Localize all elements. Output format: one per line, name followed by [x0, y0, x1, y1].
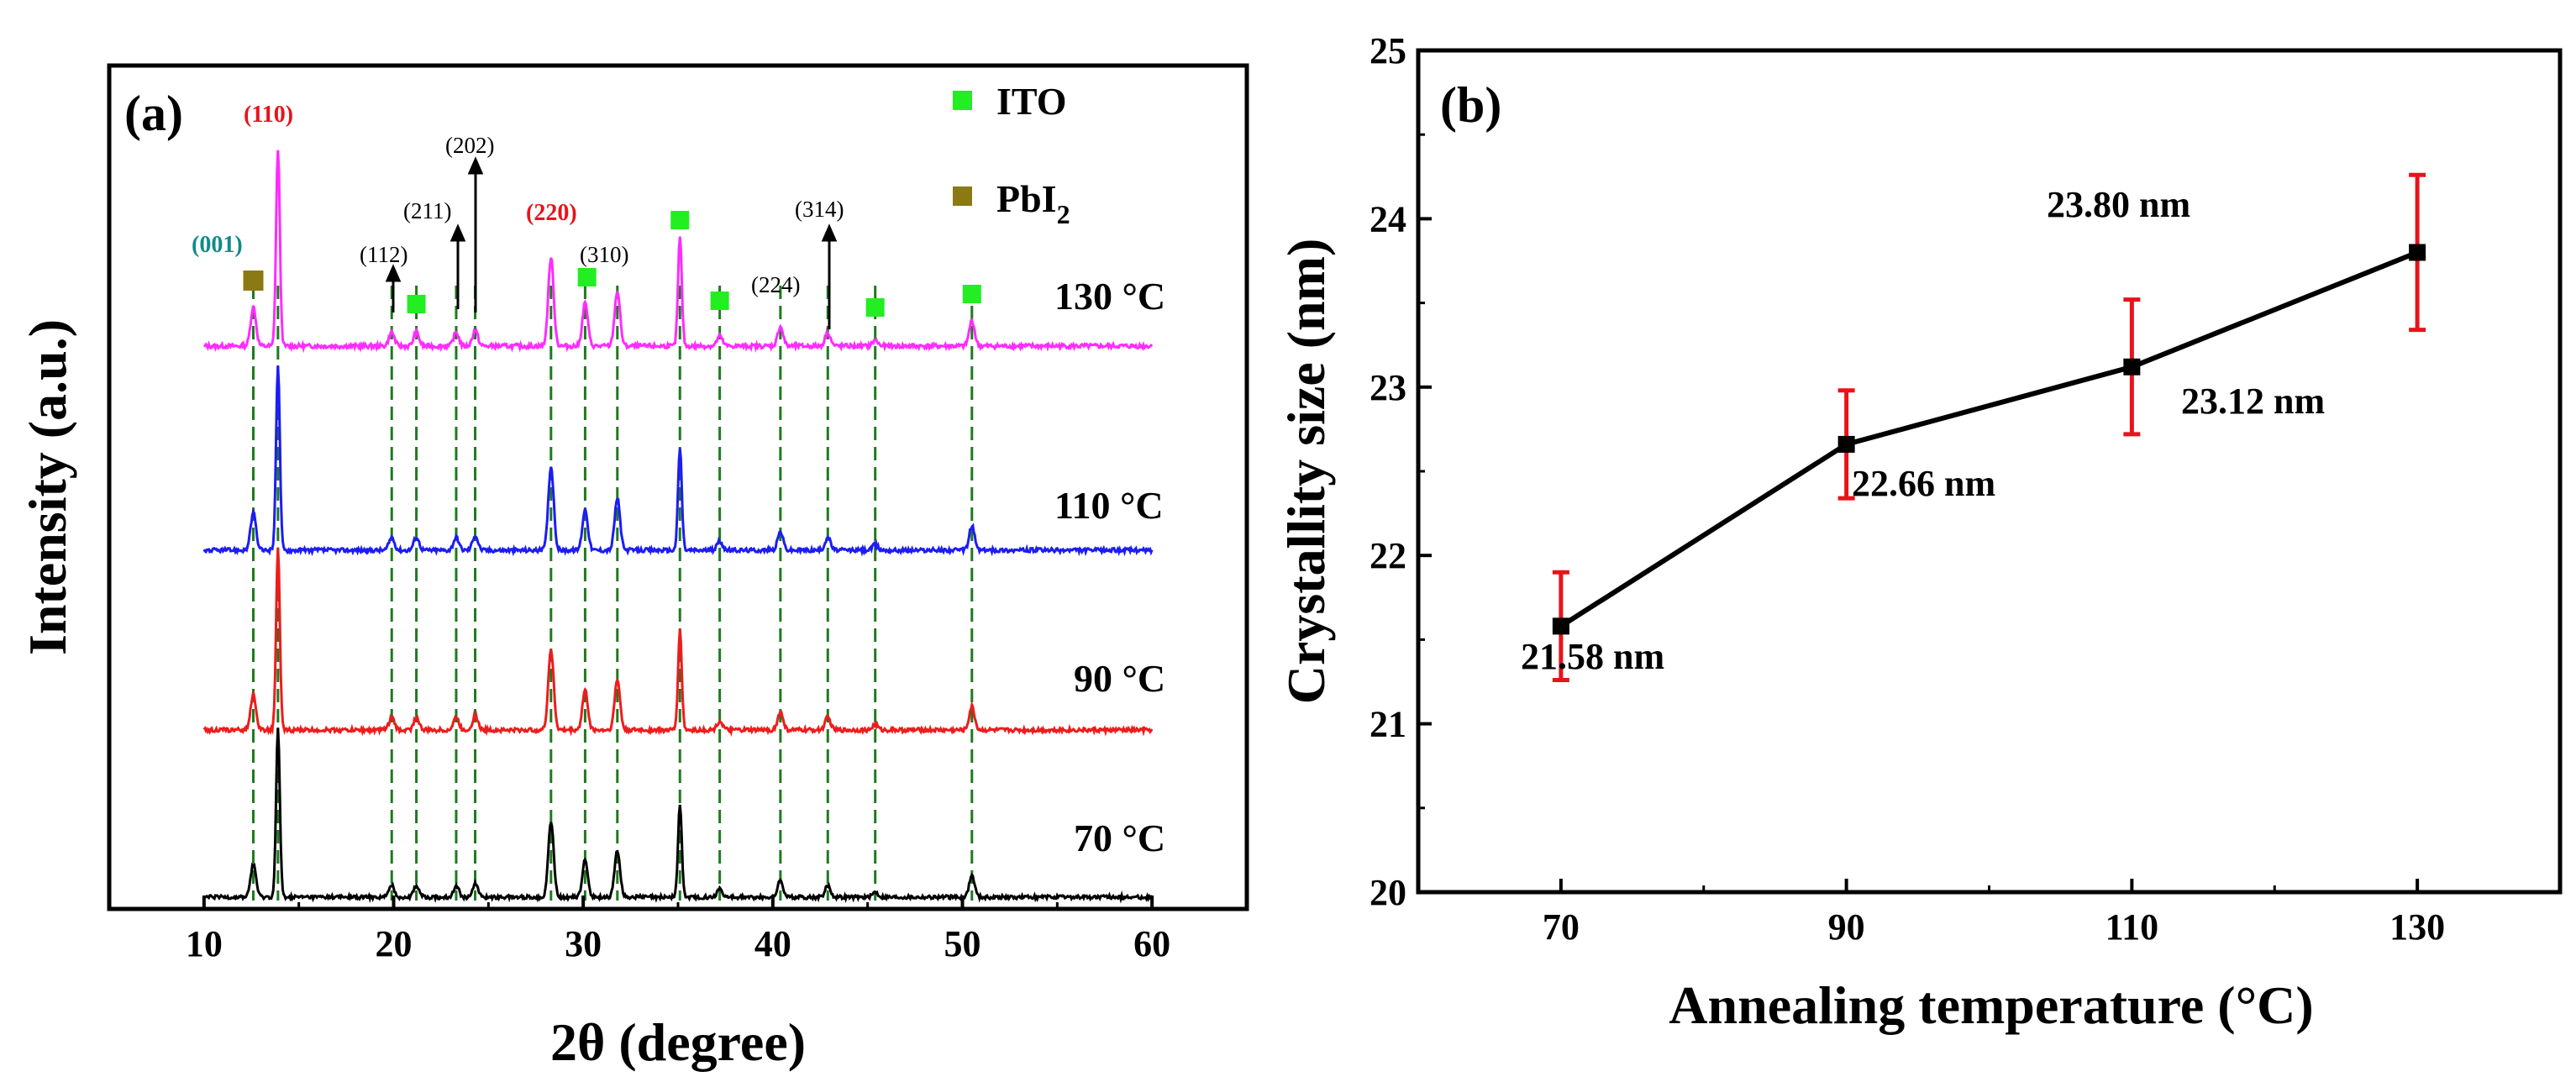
- size-y-tick-label: 21: [1369, 704, 1406, 745]
- point-label-110: 23.12 nm: [2181, 381, 2325, 422]
- arrow-202-head: [467, 156, 484, 175]
- series-label-130: 130 °C: [1054, 275, 1165, 318]
- size-data-point: [1552, 617, 1569, 635]
- size-y-tick-label: 20: [1369, 872, 1406, 913]
- legend-ito-marker: [953, 91, 972, 110]
- arrow-314-head: [821, 223, 838, 242]
- ito-marker: [577, 268, 597, 286]
- legend-pbi2-sub: 2: [1057, 199, 1070, 229]
- xrd-curves: [202, 150, 1154, 904]
- size-data-point: [2409, 244, 2426, 261]
- xrd-x-axis-label: 2θ (degree): [550, 1012, 806, 1072]
- peak-label-112: (112): [360, 242, 407, 267]
- size-axis-ticks: 70 90 110 130 20 21 22 23 24 25: [1369, 30, 2445, 948]
- xrd-x-tick-label: 50: [944, 923, 981, 964]
- peak-label-001: (001): [192, 232, 243, 258]
- xrd-series: [203, 727, 1154, 904]
- xrd-x-tick-label: 10: [186, 923, 223, 964]
- peak-label-310: (310): [580, 242, 628, 267]
- size-y-tick-label: 25: [1369, 30, 1406, 71]
- size-x-tick-label: 110: [2105, 906, 2159, 948]
- size-trend-line: [1559, 249, 2419, 628]
- size-x-tick-label: 90: [1828, 906, 1865, 948]
- size-y-tick-label: 23: [1369, 367, 1406, 408]
- size-y-tick-label: 22: [1369, 535, 1406, 576]
- ito-marker: [670, 211, 690, 229]
- peak-label-202: (202): [445, 133, 494, 158]
- xrd-series: [202, 365, 1154, 557]
- panel-a-label: (a): [124, 86, 183, 141]
- size-x-tick-label: 130: [2389, 906, 2445, 948]
- ito-marker: [865, 298, 885, 317]
- panel-b-label: (b): [1440, 77, 1501, 133]
- legend-pbi2-marker: [953, 186, 972, 206]
- series-label-90: 90 °C: [1074, 657, 1165, 700]
- ito-marker: [962, 285, 981, 303]
- peak-label-211: (211): [403, 198, 451, 223]
- xrd-x-tick-label: 30: [565, 923, 602, 964]
- legend-pbi2-label: PbI2: [996, 177, 1070, 229]
- ito-marker: [407, 295, 426, 313]
- ito-marker: [710, 292, 729, 310]
- xrd-series: [202, 150, 1154, 354]
- legend-pbi2-main: PbI: [996, 177, 1057, 220]
- point-label-70: 21.58 nm: [1521, 636, 1664, 677]
- xrd-series: [202, 547, 1154, 738]
- xrd-reference-lines: [252, 286, 974, 901]
- peak-label-224: (224): [751, 272, 800, 297]
- peak-arrows: [385, 156, 838, 329]
- peak-label-314: (314): [795, 197, 844, 222]
- xrd-x-ticks: 10 20 30 40 50 60: [186, 896, 1249, 964]
- crystal-size-panel: 70 90 110 130 20 21 22 23 24 25 (b) Annealing tem…: [1276, 30, 2563, 1035]
- point-label-90: 22.66 nm: [1852, 463, 1995, 504]
- peak-label-110: (110): [244, 102, 293, 128]
- size-x-axis-label: Annealing temperature (°C): [1669, 975, 2313, 1035]
- xrd-x-tick-label: 40: [754, 923, 791, 964]
- size-x-tick-label: 70: [1543, 906, 1580, 948]
- pbi2-marker: [243, 270, 264, 291]
- size-data-point: [2123, 358, 2141, 376]
- arrow-211-head: [449, 223, 466, 242]
- point-label-130: 23.80 nm: [2047, 184, 2190, 225]
- xrd-x-tick-label: 20: [376, 923, 413, 964]
- series-label-110: 110 °C: [1054, 484, 1164, 527]
- series-label-70: 70 °C: [1074, 817, 1165, 859]
- xrd-y-axis-label: Intensity (a.u.): [18, 319, 77, 655]
- xrd-panel: 10 20 30 40 50 60 (a) 2θ (degree) Intensity (…: [18, 63, 1249, 1072]
- size-data: [1552, 172, 2426, 682]
- peak-label-220: (220): [526, 200, 577, 226]
- xrd-x-tick-label: 60: [1133, 923, 1170, 964]
- legend-ito-label: ITO: [996, 80, 1067, 123]
- xrd-markers: [243, 211, 981, 317]
- size-data-point: [1837, 435, 1855, 453]
- size-y-tick-label: 24: [1369, 198, 1406, 239]
- size-y-axis-label: Crystallity size (nm): [1276, 239, 1336, 705]
- arrow-112-head: [385, 264, 402, 282]
